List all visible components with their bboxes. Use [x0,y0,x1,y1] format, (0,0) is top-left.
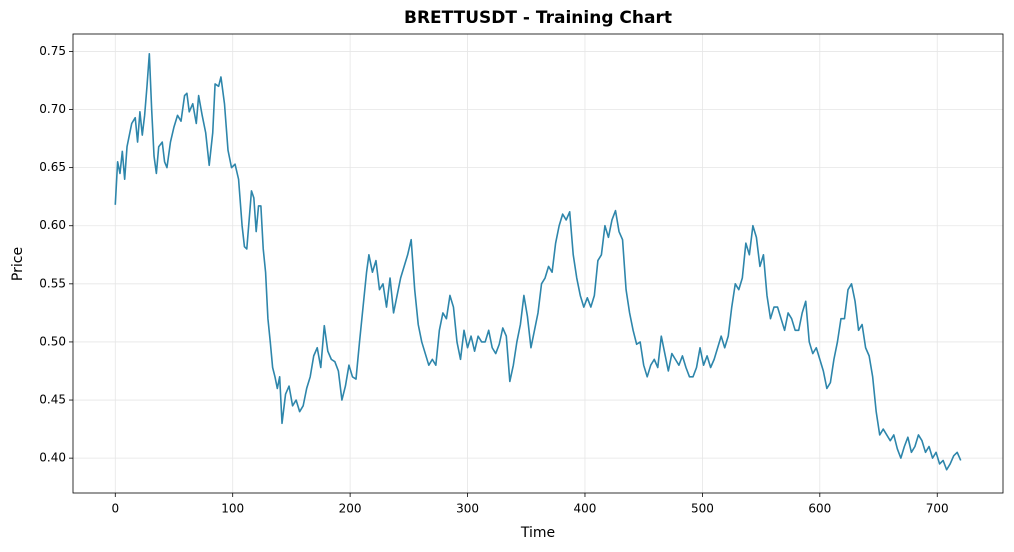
y-tick-label: 0.55 [39,276,66,290]
plot-frame [72,33,1004,494]
chart-title: BRETTUSDT - Training Chart [404,8,672,28]
x-tick-label: 300 [456,502,479,516]
y-axis-label: Price [10,247,26,281]
x-tick-label: 100 [221,502,244,516]
x-tick-label: 700 [926,502,949,516]
x-tick-label: 400 [574,502,597,516]
x-tick-label: 0 [111,502,119,516]
y-tick-label: 0.45 [39,393,66,407]
x-tick-label: 600 [808,502,831,516]
x-axis-label: Time [520,525,555,541]
y-tick-label: 0.40 [39,451,66,465]
y-tick-label: 0.65 [39,160,66,174]
price-line [114,52,962,471]
x-tick-label: 500 [691,502,714,516]
x-tick-label: 200 [339,502,362,516]
y-tick-label: 0.60 [39,218,66,232]
y-tick-label: 0.50 [39,334,66,348]
y-tick-label: 0.75 [39,44,66,58]
y-tick-label: 0.70 [39,102,66,116]
